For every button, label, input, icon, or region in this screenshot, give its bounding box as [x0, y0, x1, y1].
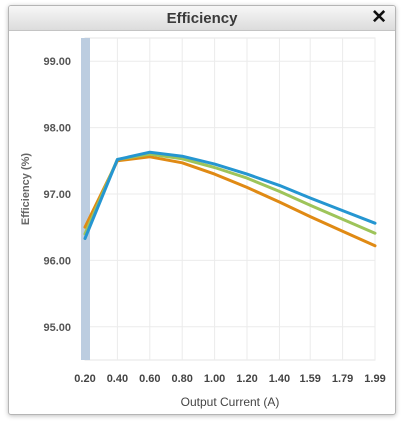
- title-bar: Efficiency ✕: [9, 6, 395, 31]
- x-tick-label: 1.40: [269, 373, 290, 385]
- close-icon[interactable]: ✕: [371, 7, 387, 28]
- x-tick-label: 1.00: [204, 373, 225, 385]
- x-tick-label: 0.40: [107, 373, 128, 385]
- highlight-band: [81, 38, 90, 360]
- y-tick-label: 98.00: [43, 123, 71, 135]
- x-tick-label: 1.59: [299, 373, 320, 385]
- y-tick-label: 96.00: [43, 255, 71, 267]
- window-title: Efficiency: [166, 10, 238, 27]
- x-tick-label: 1.79: [332, 373, 353, 385]
- x-tick-label: 0.60: [139, 373, 160, 385]
- y-axis-label: Efficiency (%): [20, 153, 32, 225]
- x-axis-label: Output Current (A): [181, 395, 280, 409]
- x-tick-label: 0.80: [171, 373, 192, 385]
- y-tick-label: 95.00: [43, 322, 71, 334]
- plot-area: [84, 37, 376, 361]
- series-line-3: [83, 150, 377, 240]
- efficiency-window: Efficiency ✕ 95.00 96.00 97.00 98.00 99.00 0.…: [8, 5, 396, 415]
- x-tick-label: 1.20: [236, 373, 257, 385]
- x-tick-label: 1.99: [364, 373, 385, 385]
- efficiency-chart: 95.00 96.00 97.00 98.00 99.00 0.20 0.40 0.60 0.8…: [20, 37, 386, 409]
- x-tick-label: 0.20: [74, 373, 95, 385]
- y-tick-label: 97.00: [43, 189, 71, 201]
- series-line-1: [83, 155, 377, 248]
- y-tick-label: 99.00: [43, 56, 71, 68]
